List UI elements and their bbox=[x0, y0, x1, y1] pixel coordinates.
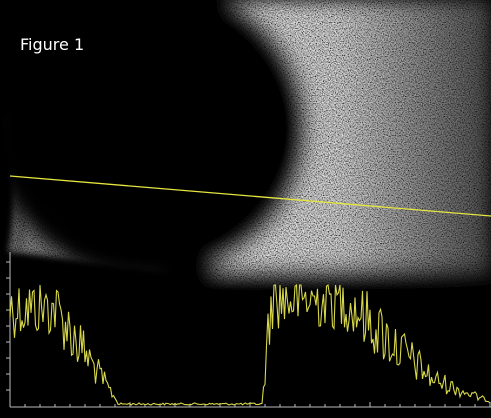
page: Figure 1 (() => { const data = JSON.pars… bbox=[0, 0, 491, 418]
ultrasound-image: Figure 1 bbox=[0, 0, 491, 418]
figure-label: Figure 1 bbox=[20, 35, 84, 54]
